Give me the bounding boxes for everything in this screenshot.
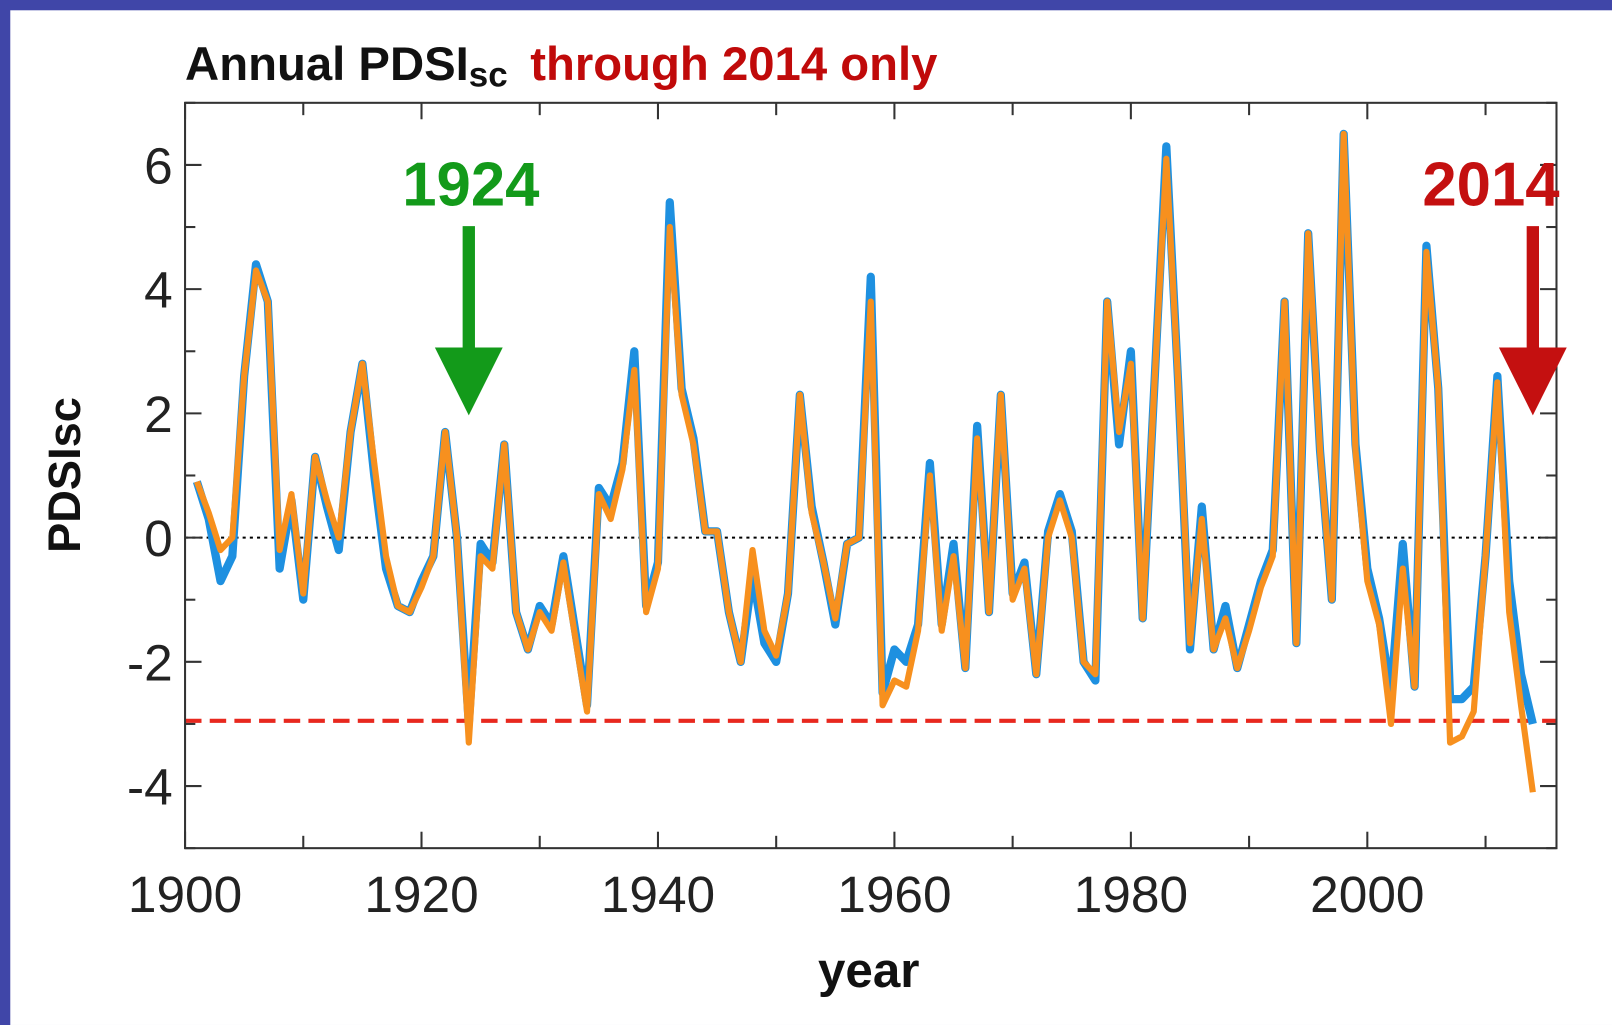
annotation-label: 1924 xyxy=(402,151,539,220)
x-axis-label: year xyxy=(818,943,920,998)
y-tick-label: -2 xyxy=(127,633,173,691)
chart-subtitle: through 2014 only xyxy=(530,38,938,91)
y-tick-label: 6 xyxy=(144,136,173,194)
chart-title-group: Annual PDSIsc through 2014 only xyxy=(185,38,938,94)
x-tick-label: 1920 xyxy=(364,865,478,923)
y-tick-label: 2 xyxy=(144,385,173,443)
x-tick-label: 1900 xyxy=(128,865,242,923)
chart-title: Annual PDSI xyxy=(185,38,469,91)
chart-title-subscript: sc xyxy=(469,55,508,94)
series-line xyxy=(193,130,1536,793)
x-tick-label: 1960 xyxy=(837,865,951,923)
x-tick-label: 1940 xyxy=(601,865,715,923)
y-tick-label: 4 xyxy=(144,261,173,319)
y-axis-label: PDSIsc xyxy=(39,397,90,553)
x-tick-label: 1980 xyxy=(1074,865,1188,923)
y-tick-label: -4 xyxy=(127,758,173,816)
annotation-arrow-head xyxy=(434,347,503,416)
annotation-label: 2014 xyxy=(1422,151,1559,220)
annotation-arrow-head xyxy=(1498,347,1567,416)
x-tick-label: 2000 xyxy=(1310,865,1424,923)
y-tick-label: 0 xyxy=(144,509,173,567)
